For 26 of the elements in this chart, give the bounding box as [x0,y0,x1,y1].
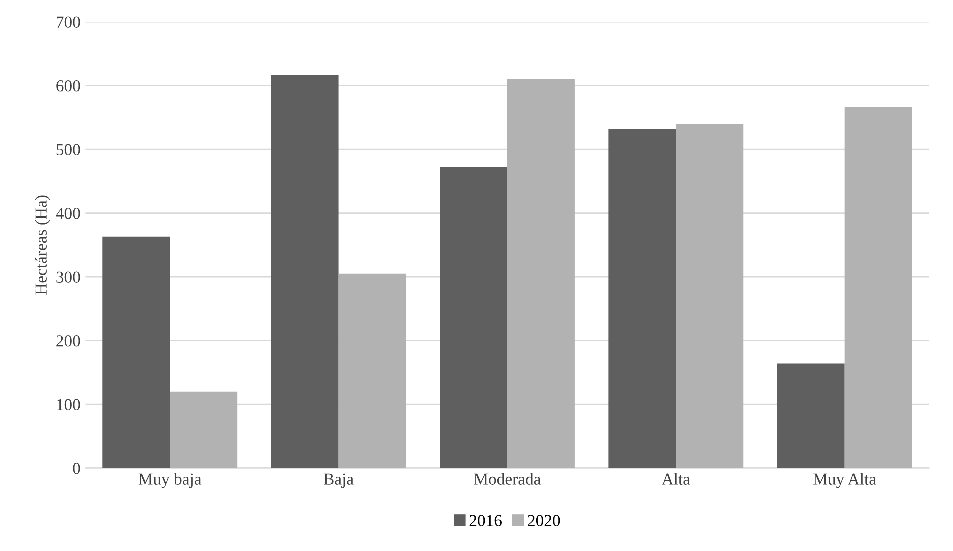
bar [271,74,339,468]
bar [608,129,676,468]
bar [844,107,912,468]
x-tick-label: Muy baja [138,473,202,488]
bar [338,274,406,468]
x-tick-label: Moderada [474,473,542,485]
x-tick-label: Baja [324,474,354,488]
bar [440,167,508,468]
x-tick-label: Alta [662,473,690,485]
y-tick-label: 0 [73,463,80,474]
y-tick-label: 600 [56,80,80,92]
bar [170,392,238,468]
x-tick-label: Muy Alta [814,473,876,488]
y-tick-label: 700 [57,16,80,28]
y-tick-label: 500 [56,144,80,156]
y-axis-title: Hectáreas (Ha) [35,196,50,295]
bar [102,236,170,468]
bar [777,364,845,468]
y-tick-label: 100 [57,399,80,411]
legend-label: 2020 [528,515,560,526]
bar [676,124,744,468]
bar [507,79,575,468]
y-tick-label: 400 [56,208,80,220]
y-tick-label: 300 [56,272,80,284]
y-tick-label: 200 [56,336,80,347]
legend-label: 2016 [470,515,502,526]
